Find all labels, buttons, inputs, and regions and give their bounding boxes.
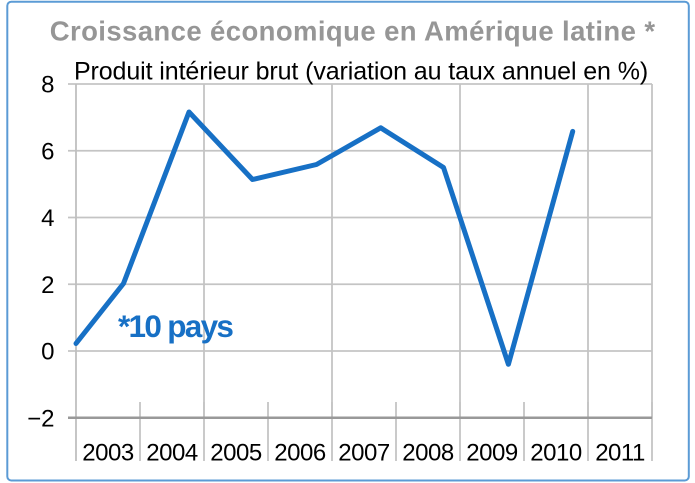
svg-text:2005: 2005 [210,440,262,467]
svg-text:Produit intérieur brut (variat: Produit intérieur brut (variation au tau… [74,58,648,86]
svg-text:2009: 2009 [466,440,518,467]
svg-text:4: 4 [41,205,54,232]
svg-text:Croissance économique en Améri: Croissance économique en Amérique latine… [50,16,656,47]
svg-text:2011: 2011 [595,440,645,467]
svg-text:2004: 2004 [146,440,198,467]
svg-text:2007: 2007 [338,440,390,467]
svg-text:2010: 2010 [530,440,582,467]
svg-text:8: 8 [41,72,54,99]
svg-text:*10 pays: *10 pays [118,308,233,344]
svg-text:6: 6 [41,138,54,165]
svg-text:2: 2 [41,272,54,299]
svg-text:−2: −2 [27,405,54,432]
svg-text:2008: 2008 [402,440,454,467]
svg-text:0: 0 [41,339,54,366]
svg-text:2006: 2006 [274,440,326,467]
svg-text:2003: 2003 [82,440,134,467]
